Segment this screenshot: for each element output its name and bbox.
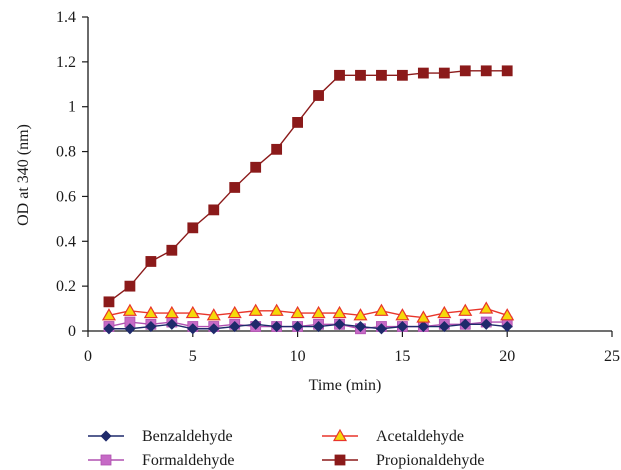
y-tick-label: 0.2 (56, 278, 76, 295)
legend-label: Formaldehyde (142, 452, 234, 469)
acetaldehyde-point (143, 305, 158, 319)
y-tick-label: 0.8 (56, 144, 76, 161)
benzaldehyde-point (124, 323, 136, 335)
benzaldehyde-point (145, 320, 157, 333)
propionaldehyde-point (417, 67, 429, 79)
acetaldehyde-point (332, 305, 347, 319)
propionaldehyde-point (459, 65, 471, 77)
propionaldehyde-point (145, 256, 157, 267)
propionaldehyde-point (313, 90, 324, 101)
y-tick-label: 0.4 (56, 233, 76, 250)
y-tick-label: 1.2 (56, 54, 76, 71)
legend-item-acetaldehyde: Acetaldehyde (322, 428, 464, 445)
propionaldehyde-point (250, 161, 262, 173)
benzaldehyde-point (166, 318, 178, 330)
propionaldehyde-line (108, 70, 508, 303)
x-tick-label: 20 (499, 348, 515, 365)
axes: 0 0.2 0.4 0.6 0.8 1 1.2 1.4 0 5 10 15 20 25 (56, 9, 620, 365)
propionaldehyde-point (292, 117, 304, 128)
benzaldehyde-point (208, 323, 220, 335)
legend-item-formaldehyde: Formaldehyde (88, 452, 234, 469)
x-tick-label: 0 (84, 348, 92, 365)
benzaldehyde-point (438, 320, 450, 333)
propionaldehyde-point (501, 65, 513, 77)
x-tick-label: 10 (290, 348, 306, 365)
acetaldehyde-point (227, 305, 242, 319)
series-propionaldehyde (103, 65, 513, 308)
benzaldehyde-point (417, 320, 429, 333)
benzaldehyde-point (250, 318, 262, 330)
benzaldehyde-point (103, 323, 115, 335)
acetaldehyde-point (353, 308, 368, 321)
legend-item-benzaldehyde: Benzaldehyde (88, 428, 233, 445)
legend-label: Benzaldehyde (142, 428, 233, 445)
acetaldehyde-point (500, 308, 515, 321)
y-tick-label: 1 (68, 99, 76, 116)
x-tick-label: 5 (189, 348, 197, 365)
legend-label: Acetaldehyde (376, 428, 464, 445)
acetaldehyde-point (374, 303, 389, 316)
propionaldehyde-point (124, 280, 136, 292)
acetaldehyde-point (395, 308, 410, 321)
x-axis-label: Time (min) (309, 377, 382, 394)
series-benzaldehyde (103, 318, 513, 335)
propionaldehyde-point (208, 204, 220, 216)
benzaldehyde-point (333, 318, 346, 330)
series-layer (101, 65, 515, 335)
legend-marker (100, 454, 112, 466)
acetaldehyde-point (458, 303, 473, 316)
benzaldehyde-point (187, 323, 199, 335)
propionaldehyde-point (271, 143, 283, 155)
series-acetaldehyde (101, 301, 515, 323)
benzaldehyde-point (312, 320, 325, 333)
acetaldehyde-point (164, 305, 179, 319)
y-tick-label: 0 (68, 323, 76, 340)
legend-marker (334, 454, 346, 466)
propionaldehyde-point (166, 244, 178, 256)
propionaldehyde-point (229, 182, 241, 193)
acetaldehyde-point (311, 305, 326, 319)
propionaldehyde-point (187, 222, 199, 234)
propionaldehyde-point (103, 296, 115, 308)
legend-marker (332, 428, 348, 442)
benzaldehyde-point (229, 320, 241, 333)
acetaldehyde-point (290, 305, 305, 319)
x-tick-label: 25 (604, 348, 620, 365)
acetaldehyde-point (122, 303, 137, 316)
acetaldehyde-point (269, 303, 284, 316)
y-axis-label: OD at 340 (nm) (15, 124, 32, 226)
propionaldehyde-point (334, 69, 345, 81)
propionaldehyde-point (438, 67, 450, 79)
acetaldehyde-point (206, 308, 221, 321)
benzaldehyde-point (480, 318, 492, 330)
benzaldehyde-point (354, 320, 367, 333)
benzaldehyde-point (501, 320, 513, 333)
benzaldehyde-point (271, 320, 283, 333)
propionaldehyde-point (480, 65, 492, 77)
legend: Benzaldehyde Formaldehyde Acetaldehyde Prop… (88, 428, 484, 469)
y-tick-label: 0.6 (56, 188, 76, 205)
x-tick-label: 15 (394, 348, 410, 365)
propionaldehyde-point (376, 69, 387, 81)
benzaldehyde-point (375, 323, 388, 335)
legend-marker (100, 430, 112, 442)
acetaldehyde-point (479, 301, 494, 314)
acetaldehyde-point (248, 303, 263, 316)
benzaldehyde-point (396, 320, 408, 333)
propionaldehyde-point (396, 69, 408, 81)
acetaldehyde-point (101, 308, 116, 321)
y-tick-label: 1.4 (56, 9, 76, 26)
propionaldehyde-point (355, 69, 366, 81)
acetaldehyde-point (437, 305, 452, 319)
legend-label: Propionaldehyde (376, 452, 484, 469)
acetaldehyde-point (185, 305, 200, 319)
acetaldehyde-point (416, 310, 431, 323)
benzaldehyde-point (459, 318, 471, 330)
legend-item-propionaldehyde: Propionaldehyde (322, 452, 484, 469)
benzaldehyde-point (292, 320, 304, 333)
